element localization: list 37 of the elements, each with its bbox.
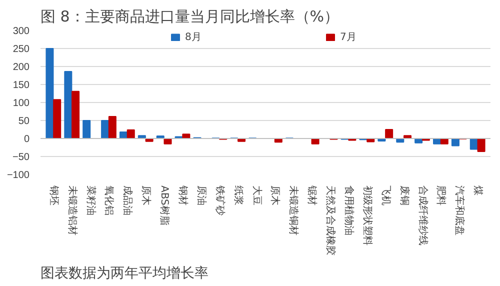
y-tick-label: 200 xyxy=(12,62,30,73)
y-tick-label: −100 xyxy=(6,170,30,181)
x-tick-label: 食用植物油 xyxy=(342,186,355,236)
x-tick-label: 合成纤维纱线 xyxy=(416,186,429,246)
x-tick-label: 大豆 xyxy=(250,186,263,206)
x-tick-label: 钢材 xyxy=(177,184,190,206)
y-tick-label: 50 xyxy=(18,116,30,127)
x-tick-label: 纸浆 xyxy=(232,186,244,206)
y-tick-label: 0 xyxy=(24,134,30,145)
x-tick-label: 原木 xyxy=(140,186,152,206)
x-tick-label: 锯材 xyxy=(306,184,318,206)
x-tick-label: 飞机 xyxy=(380,186,392,206)
x-tick-label: 煤 xyxy=(472,186,484,196)
x-tick-label: 未锻造铜材 xyxy=(288,186,300,236)
y-tick-label: 250 xyxy=(12,44,30,55)
x-tick-label: 初级形状塑料 xyxy=(361,186,374,246)
y-tick-label: 100 xyxy=(12,98,30,109)
x-tick-label: 天然及合成橡胶 xyxy=(324,186,337,256)
y-tick-label: 300 xyxy=(12,26,30,37)
x-tick-label: 未锻造铝材 xyxy=(66,186,78,236)
text: 图表数据为两年平均增长率 xyxy=(40,266,208,282)
y-tick-label: −50 xyxy=(12,152,30,163)
y-tick-label: 150 xyxy=(12,80,30,91)
chart-title: 图 8：主要商品进口量当月同比增长率（%） xyxy=(40,8,340,26)
x-tick-label: 铁矿砂 xyxy=(214,184,226,216)
x-tick-label: 汽车和底盘 xyxy=(454,186,466,236)
x-tick-label: 成品油 xyxy=(122,186,134,216)
x-tick-label: 氧化铝 xyxy=(103,186,116,216)
x-tick-label: 原木 xyxy=(269,186,282,206)
x-tick-label: ABS树脂 xyxy=(158,186,171,226)
x-tick-label: 原油 xyxy=(195,186,208,206)
legend-label: 8月 xyxy=(185,31,202,44)
x-tick-label: 钢坯 xyxy=(48,184,60,206)
x-tick-label: 菜籽油 xyxy=(84,186,97,216)
legend-label: 7月 xyxy=(340,31,358,44)
x-tick-label: 肥料 xyxy=(435,186,448,206)
x-tick-label: 废铜 xyxy=(398,186,410,206)
